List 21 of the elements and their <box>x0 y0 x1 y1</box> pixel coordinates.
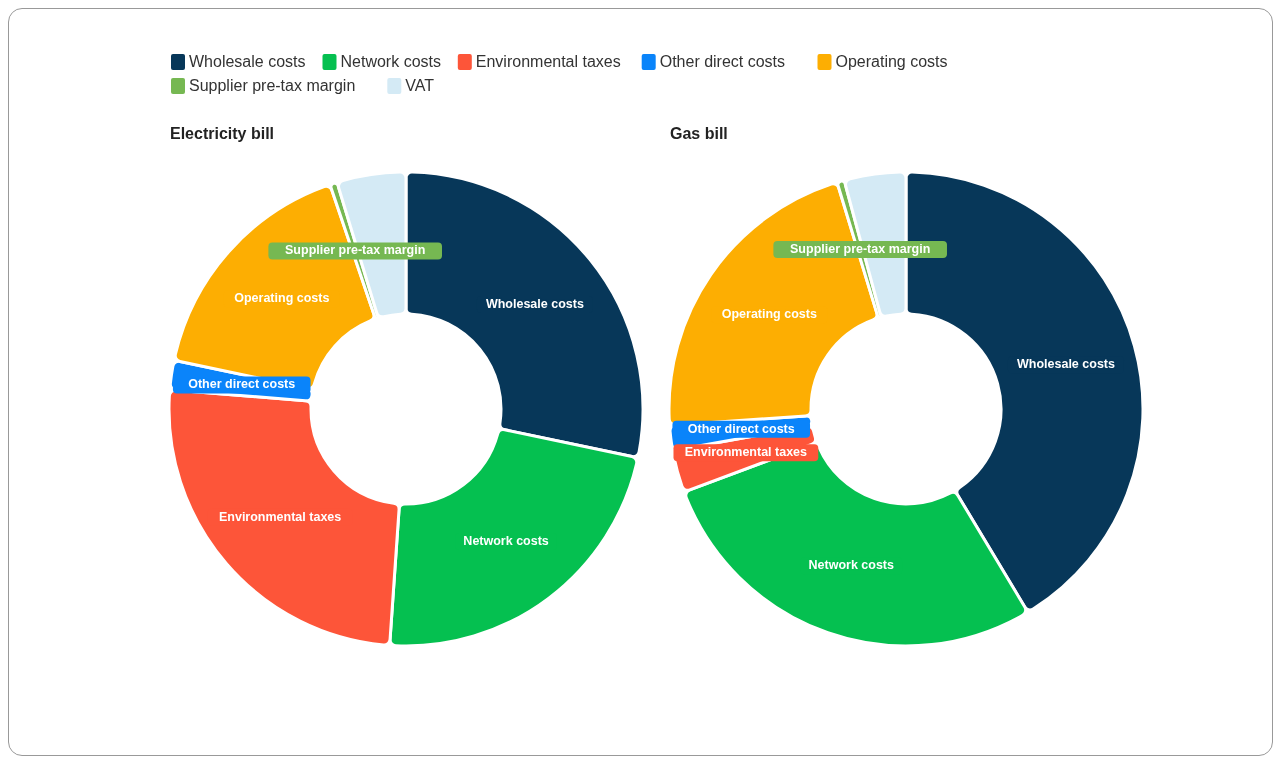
legend-label: Environmental taxes <box>475 53 621 71</box>
legend-label: Wholesale costs <box>189 53 306 71</box>
text: Electricity bill <box>170 125 275 142</box>
legend-label: VAT <box>405 77 435 95</box>
slice-label: Network costs <box>808 558 895 573</box>
chart-title: Gas bill <box>670 125 728 142</box>
slice-label: Wholesale costs <box>1017 356 1115 371</box>
slice-label: Environmental taxes <box>218 509 342 524</box>
slice-label: Operating costs <box>234 291 330 306</box>
legend-label: Network costs <box>340 53 441 71</box>
slice-label: Environmental taxes <box>684 445 808 460</box>
slice-label: Other direct costs <box>188 377 296 392</box>
legend-label: Supplier pre-tax margin <box>189 77 356 95</box>
slice-label: Other direct costs <box>687 421 795 436</box>
legend-label: Other direct costs <box>659 53 786 71</box>
legend-label: Operating costs <box>835 53 948 71</box>
slice-label: Network costs <box>463 533 549 548</box>
slice-label: Supplier pre-tax margin <box>285 243 426 258</box>
slice-label: Supplier pre-tax margin <box>790 241 931 256</box>
slice-label: Operating costs <box>721 307 817 322</box>
slice-label: Wholesale costs <box>485 296 584 311</box>
